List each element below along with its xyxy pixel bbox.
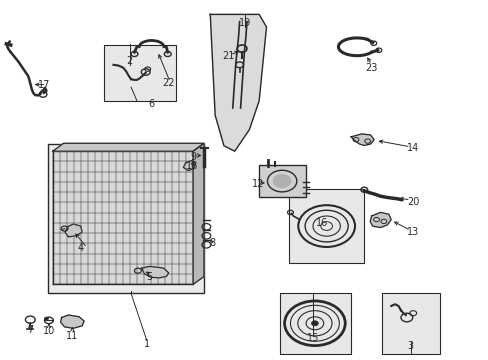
Text: 9: 9 bbox=[190, 152, 196, 162]
Text: 21: 21 bbox=[222, 51, 235, 61]
Text: 10: 10 bbox=[42, 326, 55, 336]
Bar bbox=[259, 165, 305, 197]
Polygon shape bbox=[369, 212, 390, 228]
Text: 16: 16 bbox=[315, 218, 327, 228]
Polygon shape bbox=[61, 315, 84, 328]
Bar bbox=[279, 293, 350, 354]
Polygon shape bbox=[210, 14, 266, 151]
Text: 12: 12 bbox=[251, 179, 264, 189]
Text: 13: 13 bbox=[406, 227, 419, 237]
Text: 7: 7 bbox=[27, 325, 33, 336]
Bar bbox=[103, 45, 176, 101]
Text: 3: 3 bbox=[407, 341, 413, 351]
Text: 5: 5 bbox=[146, 272, 152, 282]
Polygon shape bbox=[142, 266, 168, 278]
Text: 20: 20 bbox=[406, 197, 419, 207]
Text: 2: 2 bbox=[126, 56, 132, 66]
Polygon shape bbox=[350, 134, 373, 145]
Circle shape bbox=[44, 317, 48, 320]
Bar bbox=[48, 144, 204, 293]
Polygon shape bbox=[65, 224, 82, 237]
Bar bbox=[288, 189, 364, 263]
Text: 15: 15 bbox=[306, 333, 319, 343]
Text: 4: 4 bbox=[78, 243, 83, 253]
Text: 8: 8 bbox=[209, 238, 215, 248]
Text: 6: 6 bbox=[148, 99, 154, 109]
Text: 11: 11 bbox=[66, 330, 79, 341]
Bar bbox=[382, 293, 439, 354]
Text: 18: 18 bbox=[185, 161, 198, 171]
Circle shape bbox=[273, 175, 290, 188]
Polygon shape bbox=[183, 161, 195, 171]
Text: 22: 22 bbox=[162, 78, 175, 88]
Text: 23: 23 bbox=[365, 63, 377, 73]
Circle shape bbox=[311, 321, 318, 326]
Text: 17: 17 bbox=[38, 80, 50, 90]
Text: 14: 14 bbox=[406, 143, 419, 153]
Text: 1: 1 bbox=[143, 339, 149, 349]
Text: 19: 19 bbox=[239, 18, 251, 28]
Polygon shape bbox=[193, 143, 203, 284]
Polygon shape bbox=[53, 143, 203, 151]
Bar bbox=[53, 151, 193, 284]
